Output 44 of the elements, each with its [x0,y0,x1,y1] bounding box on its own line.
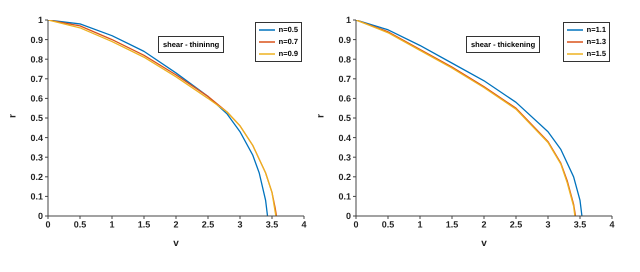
y-tick-label: 0.7 [338,74,351,84]
x-tick-label: 0 [45,219,51,230]
y-tick-label: 1 [346,15,351,26]
x-tick-label: 2.5 [510,219,522,230]
x-tick-label: 3.5 [266,219,278,230]
x-tick-label: 0.5 [74,219,86,230]
y-tick-label: 0.9 [338,34,351,45]
x-tick-label: 1.5 [138,219,150,230]
y-tick-label: 0.2 [338,172,351,182]
y-tick-label: 0.1 [30,192,43,202]
y-tick-label: 0.8 [30,54,43,64]
x-tick-label: 1 [417,219,423,230]
x-tick-label: 3.5 [574,219,586,230]
x-tick-label: 4 [609,219,615,230]
y-tick-label: 0.4 [30,132,43,143]
x-tick-label: 2.5 [202,219,214,230]
y-tick-label: 1 [38,15,43,26]
y-tick-label: 0 [38,211,43,222]
y-tick-label: 0.3 [338,152,351,162]
y-tick-label: 0.4 [338,132,351,143]
y-tick-label: 0.5 [30,113,43,124]
y-tick-label: 0.6 [30,94,43,104]
x-tick-label: 0 [353,219,359,230]
x-tick-label: 1 [109,219,115,230]
y-tick-label: 0.2 [30,172,43,182]
y-tick-label: 0.5 [338,113,351,124]
y-axis-title: r [8,114,19,118]
y-tick-label: 0.7 [30,74,43,84]
x-tick-label: 1.5 [446,219,458,230]
x-axis-title: v [173,238,180,249]
y-tick-label: 0.9 [30,34,43,45]
x-axis-title: v [481,238,488,249]
x-tick-label: 3 [237,219,243,230]
y-tick-label: 0.1 [338,192,351,202]
y-tick-label: 0.6 [338,94,351,104]
x-tick-label: 0.5 [382,219,394,230]
y-tick-label: 0.8 [338,54,351,64]
y-tick-label: 0.3 [30,152,43,162]
y-axis-title: r [316,114,327,118]
x-tick-label: 4 [301,219,307,230]
x-tick-label: 2 [481,219,487,230]
x-tick-label: 3 [545,219,551,230]
x-tick-label: 2 [173,219,179,230]
y-tick-label: 0 [346,211,351,222]
